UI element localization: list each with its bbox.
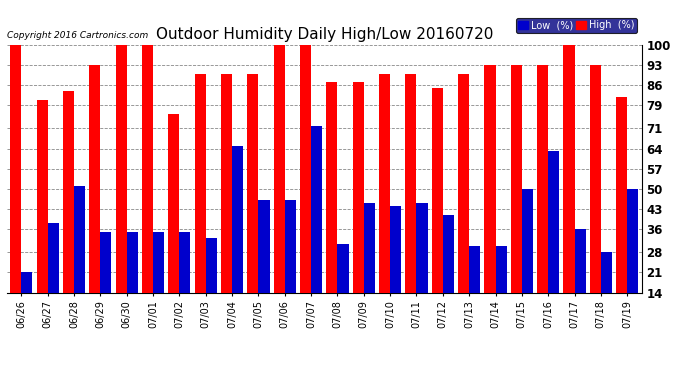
Bar xyxy=(168,114,179,333)
Bar xyxy=(406,74,417,333)
Bar xyxy=(590,65,601,333)
Bar xyxy=(548,152,560,333)
Bar xyxy=(326,82,337,333)
Bar xyxy=(616,97,627,333)
Legend: Low  (%), High  (%): Low (%), High (%) xyxy=(516,18,637,33)
Bar xyxy=(311,126,322,333)
Bar xyxy=(379,74,390,333)
Bar xyxy=(206,238,217,333)
Bar xyxy=(195,74,206,333)
Bar xyxy=(101,232,112,333)
Bar xyxy=(285,200,296,333)
Bar xyxy=(443,215,454,333)
Bar xyxy=(153,232,164,333)
Bar xyxy=(142,45,153,333)
Bar xyxy=(484,65,495,333)
Bar xyxy=(259,200,270,333)
Bar xyxy=(300,45,311,333)
Bar xyxy=(522,189,533,333)
Bar xyxy=(564,45,575,333)
Bar xyxy=(179,232,190,333)
Bar xyxy=(74,186,85,333)
Bar xyxy=(21,272,32,333)
Bar xyxy=(48,224,59,333)
Bar xyxy=(417,203,428,333)
Bar xyxy=(469,246,480,333)
Bar xyxy=(364,203,375,333)
Bar xyxy=(10,45,21,333)
Bar xyxy=(127,232,138,333)
Bar xyxy=(89,65,101,333)
Bar xyxy=(537,65,548,333)
Bar xyxy=(432,88,443,333)
Bar xyxy=(575,229,586,333)
Bar xyxy=(627,189,638,333)
Bar xyxy=(232,146,243,333)
Text: Copyright 2016 Cartronics.com: Copyright 2016 Cartronics.com xyxy=(7,31,148,40)
Bar xyxy=(221,74,232,333)
Bar xyxy=(248,74,259,333)
Bar xyxy=(601,252,612,333)
Bar xyxy=(274,45,285,333)
Bar xyxy=(63,91,74,333)
Bar xyxy=(116,45,127,333)
Bar xyxy=(390,206,401,333)
Title: Outdoor Humidity Daily High/Low 20160720: Outdoor Humidity Daily High/Low 20160720 xyxy=(156,27,493,42)
Bar xyxy=(511,65,522,333)
Bar xyxy=(353,82,364,333)
Bar xyxy=(37,100,48,333)
Bar xyxy=(495,246,506,333)
Bar xyxy=(458,74,469,333)
Bar xyxy=(337,244,348,333)
